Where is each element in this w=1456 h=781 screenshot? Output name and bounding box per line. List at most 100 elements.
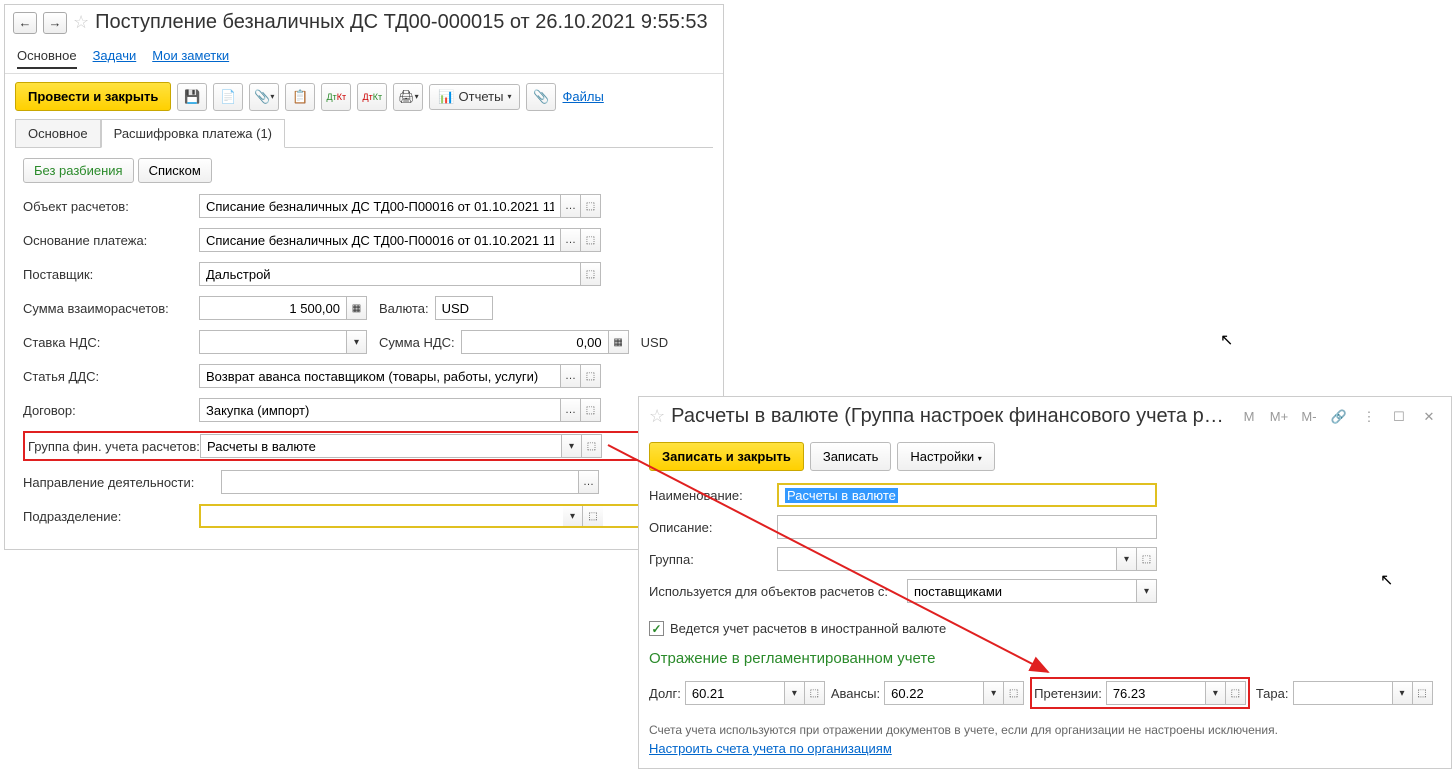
sub-toolbar: Без разбиения Списком	[5, 148, 723, 191]
accounts-row: Долг: Авансы: Претензии: Тара	[639, 673, 1451, 713]
tab-notes[interactable]: Мои заметки	[152, 44, 229, 69]
tab-tasks[interactable]: Задачи	[93, 44, 137, 69]
adv-dropdown[interactable]	[984, 681, 1004, 705]
post-icon-button[interactable]: 📄	[213, 83, 243, 111]
group-open[interactable]	[1137, 547, 1157, 571]
supplier-label: Поставщик:	[23, 267, 199, 282]
maximize-icon[interactable]: ☐	[1387, 406, 1411, 428]
foreign-currency-checkbox[interactable]: ✓	[649, 621, 664, 636]
post-close-button[interactable]: Провести и закрыть	[15, 82, 171, 111]
debt-open[interactable]	[805, 681, 825, 705]
as-list-button[interactable]: Списком	[138, 158, 212, 183]
toolbar: Провести и закрыть 💾 📄 📎▾ 📋 ДтКт ДтКт 🖨▾…	[5, 74, 723, 119]
clip-icon-button[interactable]: 📎	[526, 83, 556, 111]
mminus-button[interactable]: M-	[1297, 406, 1321, 428]
dept-open[interactable]	[583, 506, 603, 526]
row-dds: Статья ДДС:	[23, 363, 705, 389]
vat-sum-input[interactable]	[461, 330, 609, 354]
favorite-icon[interactable]: ☆	[73, 12, 89, 33]
vat-sum-calc[interactable]	[609, 330, 629, 354]
claim-input[interactable]	[1106, 681, 1206, 705]
dept-input[interactable]	[201, 506, 563, 526]
fin-group-dropdown[interactable]	[562, 434, 582, 458]
basis-ellipsis[interactable]	[561, 228, 581, 252]
dt-kt2-icon-button[interactable]: ДтКт	[357, 83, 387, 111]
dept-dropdown[interactable]	[563, 506, 583, 526]
group-dropdown[interactable]	[1117, 547, 1137, 571]
contract-input[interactable]	[199, 398, 561, 422]
row-basis: Основание платежа:	[23, 227, 705, 253]
structure-icon-button[interactable]: 📋	[285, 83, 315, 111]
config-link[interactable]: Настроить счета учета по организациям	[639, 741, 1451, 756]
currency-input[interactable]	[435, 296, 493, 320]
adv-group: Авансы:	[831, 681, 1024, 705]
save-icon-button[interactable]: 💾	[177, 83, 207, 111]
row-object: Объект расчетов:	[23, 193, 705, 219]
w2-favorite-icon[interactable]: ☆	[649, 406, 665, 427]
mplus-button[interactable]: M+	[1267, 406, 1291, 428]
used-for-dropdown[interactable]	[1137, 579, 1157, 603]
files-link[interactable]: Файлы	[562, 89, 603, 104]
supplier-input[interactable]	[199, 262, 581, 286]
dds-ellipsis[interactable]	[561, 364, 581, 388]
link-icon[interactable]: 🔗	[1327, 406, 1351, 428]
settings-button[interactable]: Настройки ▾	[897, 442, 994, 471]
tara-dropdown[interactable]	[1393, 681, 1413, 705]
close-icon[interactable]: ✕	[1417, 406, 1441, 428]
object-input[interactable]	[199, 194, 561, 218]
m-button[interactable]: M	[1237, 406, 1261, 428]
main-window: ← → ☆ Поступление безналичных ДС ТД00-00…	[4, 4, 724, 550]
fin-group-open[interactable]	[582, 434, 602, 458]
adv-input[interactable]	[884, 681, 984, 705]
dds-input[interactable]	[199, 364, 561, 388]
group-input[interactable]	[777, 547, 1117, 571]
tara-open[interactable]	[1413, 681, 1433, 705]
sum-input[interactable]	[199, 296, 347, 320]
more-icon[interactable]: ⋮	[1357, 406, 1381, 428]
attach-icon-button[interactable]: 📎▾	[249, 83, 279, 111]
name-input[interactable]: Расчеты в валюте	[777, 483, 1157, 507]
vat-rate-label: Ставка НДС:	[23, 335, 199, 350]
claim-dropdown[interactable]	[1206, 681, 1226, 705]
vat-rate-dropdown[interactable]	[347, 330, 367, 354]
w2-title: Расчеты в валюте (Группа настроек финанс…	[671, 405, 1231, 428]
tab-main[interactable]: Основное	[17, 44, 77, 69]
reports-button[interactable]: 📊 Отчеты ▾	[429, 84, 520, 110]
tara-input[interactable]	[1293, 681, 1393, 705]
basis-open[interactable]	[581, 228, 601, 252]
supplier-open[interactable]	[581, 262, 601, 286]
fin-group-input[interactable]	[200, 434, 562, 458]
back-button[interactable]: ←	[13, 12, 37, 34]
name-label: Наименование:	[649, 488, 777, 503]
object-open[interactable]	[581, 194, 601, 218]
save-button[interactable]: Записать	[810, 442, 892, 471]
print-icon-button[interactable]: 🖨▾	[393, 83, 423, 111]
note-text: Счета учета используются при отражении д…	[639, 713, 1451, 741]
contract-open[interactable]	[581, 398, 601, 422]
inner-tab-decode[interactable]: Расшифровка платежа (1)	[101, 119, 285, 148]
inner-tab-main[interactable]: Основное	[15, 119, 101, 148]
w2-form: Наименование: Расчеты в валюте Описание:…	[639, 477, 1451, 617]
name-value: Расчеты в валюте	[785, 488, 898, 503]
claim-open[interactable]	[1226, 681, 1246, 705]
cursor-icon: ↖	[1220, 330, 1233, 350]
tara-group: Тара:	[1256, 681, 1433, 705]
contract-ellipsis[interactable]	[561, 398, 581, 422]
save-close-button[interactable]: Записать и закрыть	[649, 442, 804, 471]
object-ellipsis[interactable]	[561, 194, 581, 218]
row-contract: Договор:	[23, 397, 705, 423]
sum-calc[interactable]	[347, 296, 367, 320]
direction-input[interactable]	[221, 470, 579, 494]
no-split-button[interactable]: Без разбиения	[23, 158, 134, 183]
vat-rate-input[interactable]	[199, 330, 347, 354]
forward-button[interactable]: →	[43, 12, 67, 34]
used-for-input[interactable]	[907, 579, 1137, 603]
debt-input[interactable]	[685, 681, 785, 705]
desc-input[interactable]	[777, 515, 1157, 539]
debt-dropdown[interactable]	[785, 681, 805, 705]
dds-open[interactable]	[581, 364, 601, 388]
dt-kt-icon-button[interactable]: ДтКт	[321, 83, 351, 111]
direction-ellipsis[interactable]	[579, 470, 599, 494]
basis-input[interactable]	[199, 228, 561, 252]
adv-open[interactable]	[1004, 681, 1024, 705]
